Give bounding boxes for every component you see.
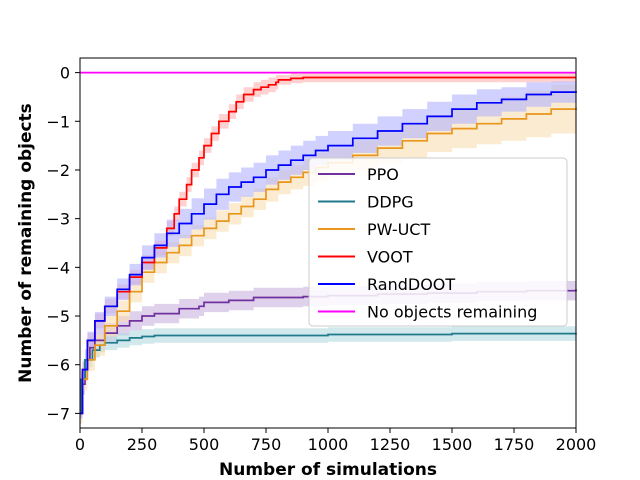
y-axis-label: Number of remaining objects [16, 103, 36, 383]
y-tick-label: −3 [46, 210, 70, 229]
x-axis-ticks: 0 250 500 750 1000 1250 1500 1750 2000 [75, 428, 596, 454]
x-tick-label: 0 [75, 435, 85, 454]
line-randdoot [80, 91, 577, 415]
x-axis-label: Number of simulations [219, 460, 437, 480]
x-tick-label: 2000 [556, 435, 597, 454]
legend: PPO DDPG PW-UCT VOOT RandDOOT No objects rema… [308, 157, 568, 327]
y-axis-ticks: 0 −1 −2 −3 −4 −5 −6 −7 [46, 64, 80, 423]
x-tick-label: 1750 [494, 435, 535, 454]
y-tick-label: −4 [46, 258, 70, 277]
y-tick-label: −2 [46, 161, 70, 180]
y-tick-label: −7 [46, 404, 70, 423]
legend-label-randdoot: RandDOOT [367, 275, 455, 294]
band-ppo [80, 279, 576, 425]
line-ddpg [80, 332, 577, 415]
x-tick-label: 250 [127, 435, 158, 454]
x-tick-label: 1250 [370, 435, 411, 454]
line-pw-uct [80, 107, 577, 415]
x-tick-label: 500 [189, 435, 220, 454]
y-tick-label: −6 [46, 356, 70, 375]
legend-label-voot: VOOT [367, 248, 413, 267]
y-tick-label: 0 [60, 64, 70, 83]
x-tick-label: 1000 [308, 435, 349, 454]
x-tick-label: 750 [251, 435, 282, 454]
x-tick-label: 1500 [432, 435, 473, 454]
series-lines [80, 71, 577, 415]
legend-label-ppo: PPO [367, 165, 399, 184]
band-ddpg [80, 325, 576, 421]
y-tick-label: −1 [46, 112, 70, 131]
band-voot [80, 72, 576, 419]
legend-label-pw-uct: PW-UCT [367, 220, 430, 239]
legend-box [308, 157, 568, 327]
y-tick-label: −5 [46, 307, 70, 326]
legend-label-ddpg: DDPG [367, 193, 414, 212]
legend-label-no-objects-remaining: No objects remaining [367, 303, 537, 322]
